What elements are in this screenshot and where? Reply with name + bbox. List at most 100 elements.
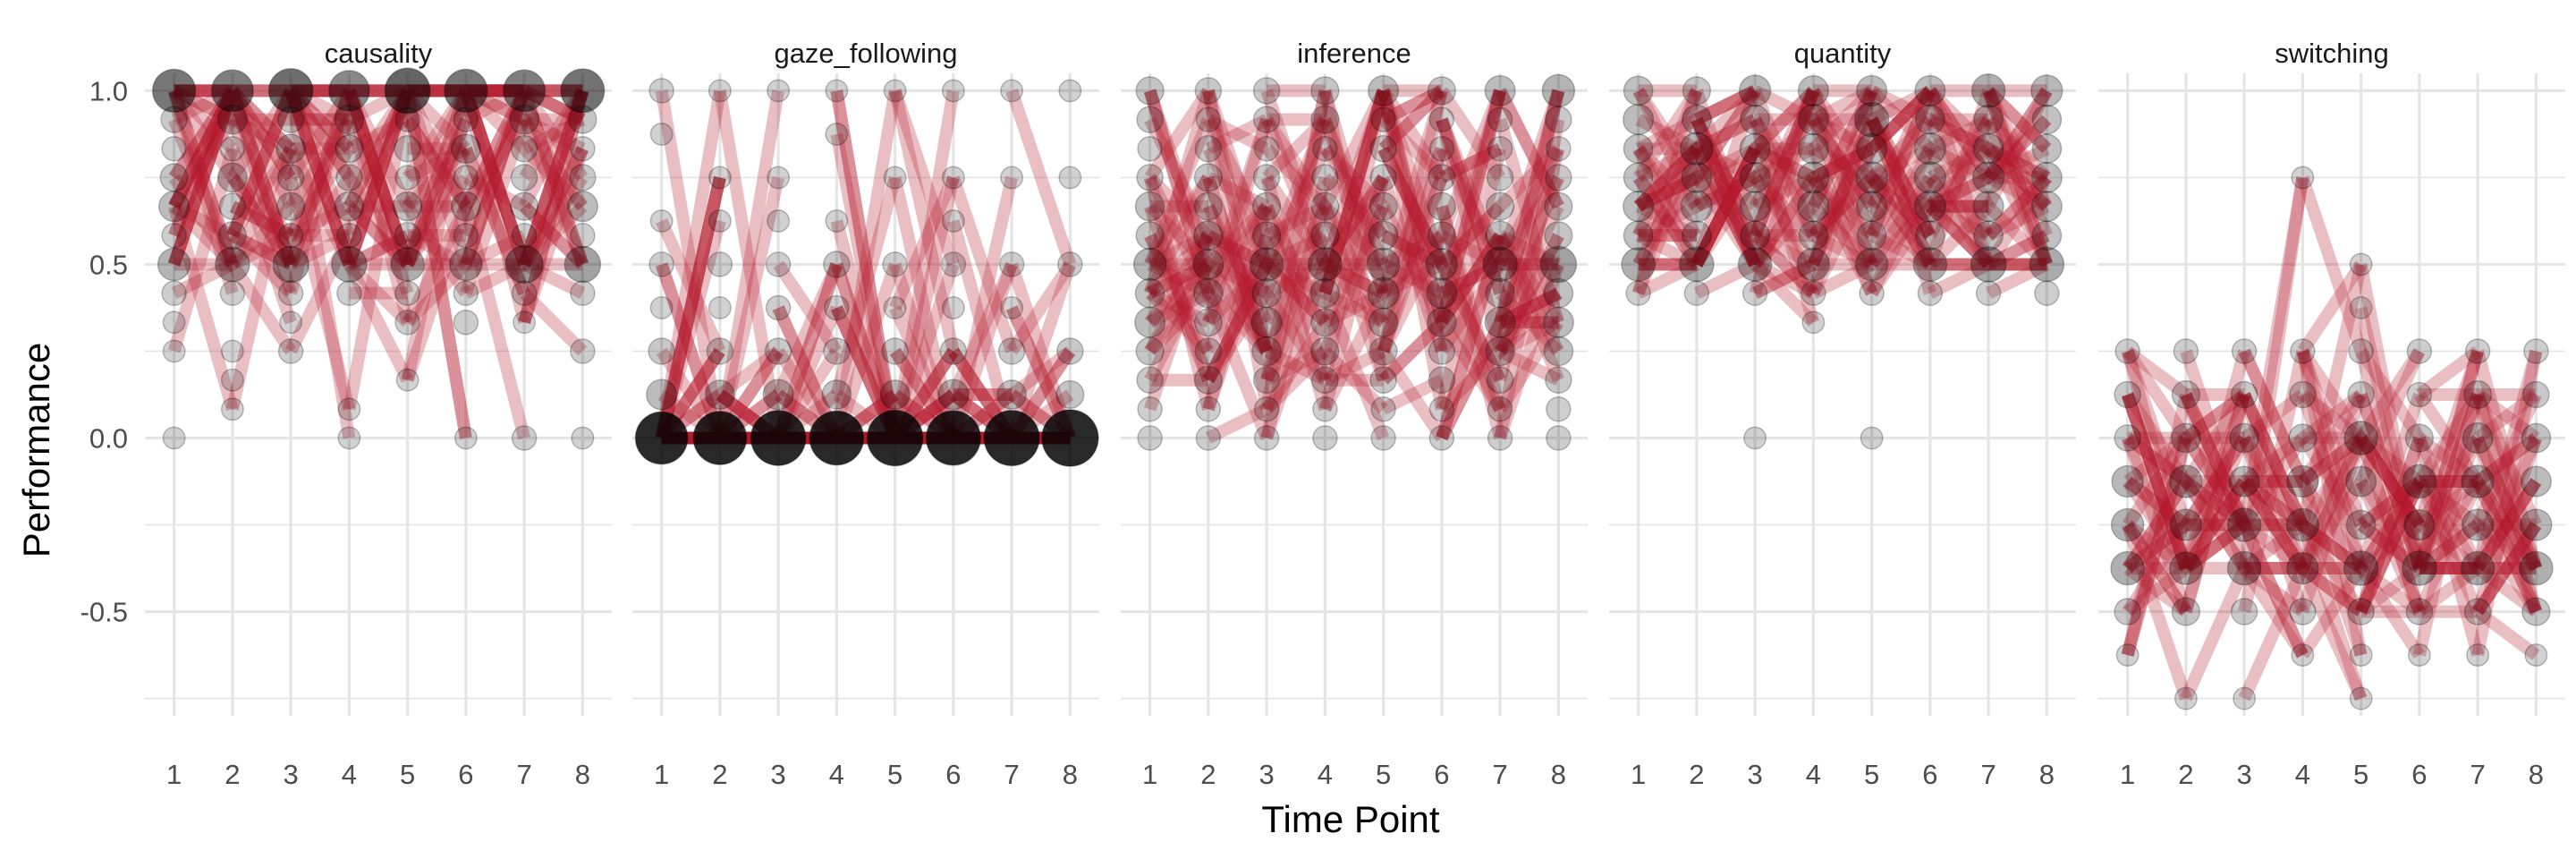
x-tick-label: 6 [1434,759,1449,790]
trajectory-segment [2471,435,2542,571]
trajectory-segment [1322,345,1386,386]
trajectory-segment [1377,87,1447,182]
trajectory-segment [2473,519,2540,574]
trajectory-segment [1927,114,1992,155]
trajectory-segment [1144,233,1215,383]
data-point [1487,396,1513,422]
trajectory-segment [2471,479,2542,615]
trajectory-segment [1984,173,2052,241]
trajectory-segment [1377,175,1448,353]
trajectory-segment [402,259,470,327]
data-point [277,280,304,306]
trajectory-segment [1631,89,1703,295]
trajectory-segment [1377,174,1448,325]
trajectory-segment [1635,172,1699,212]
trajectory-segment [2355,479,2426,615]
trajectory-segment [1320,259,1388,327]
trajectory-segment [1691,87,1760,182]
data-point [215,246,250,283]
trajectory-segment [1319,203,1389,326]
trajectory-segment [2180,393,2250,614]
data-point [2114,380,2141,409]
trajectory-segment [2182,476,2249,531]
data-point [2524,643,2548,668]
data-point [1058,79,1082,103]
trajectory-segment [1808,88,1877,209]
trajectory-segment [1927,114,1992,155]
trajectory-segment [401,89,472,267]
data-point [510,134,538,163]
trajectory-segment [226,88,297,238]
trajectory-segment [888,89,960,267]
trajectory-segment [1005,262,1077,440]
data-point [824,294,850,321]
trajectory-segment [2355,347,2425,442]
trajectory-segment [229,229,294,270]
data-point [1195,106,1222,132]
trajectory-segment [1318,89,1390,295]
trajectory-segment [830,89,902,439]
data-point [1854,247,1889,282]
trajectory-segment [284,233,355,354]
data-point [267,67,314,114]
trajectory-segment [1867,86,1935,154]
trajectory-segment [1866,115,1936,210]
data-point [570,280,596,306]
trajectory-segment [521,259,586,299]
trajectory-segment [1377,233,1448,354]
trajectory-segment [1749,88,1819,238]
x-tick-label: 3 [1748,759,1763,790]
trajectory-segment [1866,117,1936,268]
data-point [1312,425,1338,451]
data-point [883,79,907,103]
trajectory-segment [1318,89,1390,295]
trajectory-segment [1147,287,1212,328]
trajectory-segment [1202,117,1273,325]
trajectory-segment [1318,204,1390,354]
trajectory-segment [1924,116,1995,239]
trajectory-segment [1436,117,1506,295]
trajectory-segment [2357,563,2424,617]
data-point [509,191,539,221]
trajectory-segment [1202,261,1273,383]
trajectory-segment [1203,288,1272,356]
trajectory-segment [2238,349,2309,614]
data-point [2169,464,2203,498]
x-tick-label: 8 [2039,759,2055,790]
data-point [1623,104,1655,136]
trajectory-segment [2123,519,2190,574]
data-point [1193,308,1224,337]
trajectory-segment [1202,233,1273,354]
data-point [511,222,538,249]
data-point [1972,132,2004,165]
trajectory-segment [2121,392,2192,571]
trajectory-segment [2296,479,2368,658]
trajectory-segment [2121,392,2192,571]
data-point [708,166,732,190]
trajectory-segment [1925,201,1994,269]
data-point [2228,465,2260,498]
trajectory-segment [1438,142,1504,183]
trajectory-segment [2296,566,2368,702]
trajectory-segment [2472,478,2542,572]
data-point [809,410,865,466]
trajectory-segment [1202,146,1273,268]
data-point [2460,550,2496,586]
data-point [1539,245,1578,284]
trajectory-segment [1867,201,1935,269]
trajectory-segment [1927,172,1992,212]
trajectory-segment [1380,259,1445,299]
trajectory-segment [1264,345,1328,386]
trajectory-segment [1690,117,1761,268]
data-point [1369,134,1397,163]
trajectory-segment [772,262,843,440]
trajectory-segment [1924,88,1995,209]
data-point [2462,421,2494,455]
trajectory-segment [2357,563,2424,617]
data-point [1680,190,1714,223]
trajectory-segment [1144,174,1215,296]
trajectory-segment [2472,521,2542,616]
data-point [161,280,187,306]
data-point [1368,220,1399,251]
trajectory-segment [1143,204,1215,382]
